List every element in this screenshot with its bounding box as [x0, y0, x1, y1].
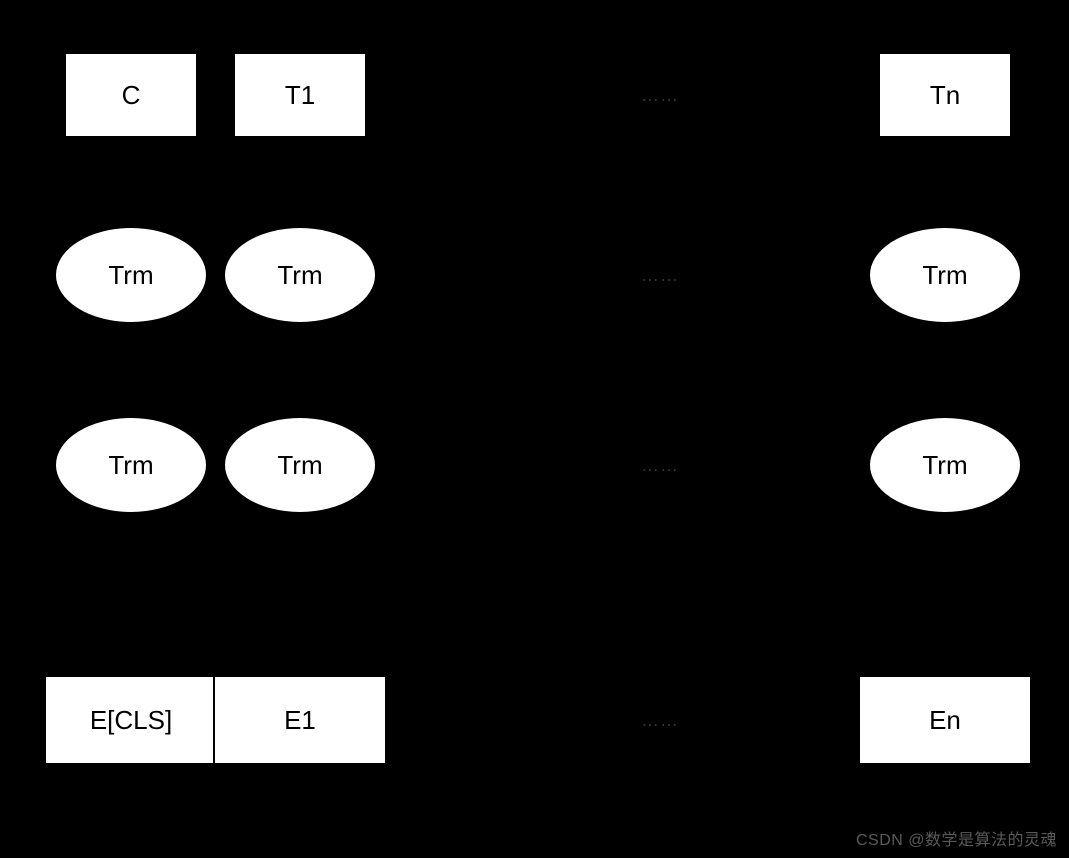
trm2-t2_2-label: Trm	[922, 260, 967, 290]
architecture-diagram: C T1 …… Tn Trm Trm …… Trm Trm Trm …… Trm E[CLS] E1 …… E…	[0, 0, 1069, 858]
trm1-t1_1-label: Trm	[277, 450, 322, 480]
input-dots: ……	[641, 710, 679, 730]
trm1-dots: ……	[641, 455, 679, 475]
input-in1-label: E1	[284, 705, 316, 735]
output-out0-label: C	[122, 80, 141, 110]
watermark-text: CSDN @数学是算法的灵魂	[856, 826, 1057, 850]
input-in0-label: E[CLS]	[90, 705, 172, 735]
output-out2-label: Tn	[930, 80, 960, 110]
trm1-t1_0-label: Trm	[108, 450, 153, 480]
trm2-t2_0-label: Trm	[108, 260, 153, 290]
output-out1-label: T1	[285, 80, 315, 110]
trm2-dots: ……	[641, 265, 679, 285]
output-dots: ……	[641, 85, 679, 105]
input-in2-label: En	[929, 705, 961, 735]
trm2-t2_1-label: Trm	[277, 260, 322, 290]
trm1-t1_2-label: Trm	[922, 450, 967, 480]
